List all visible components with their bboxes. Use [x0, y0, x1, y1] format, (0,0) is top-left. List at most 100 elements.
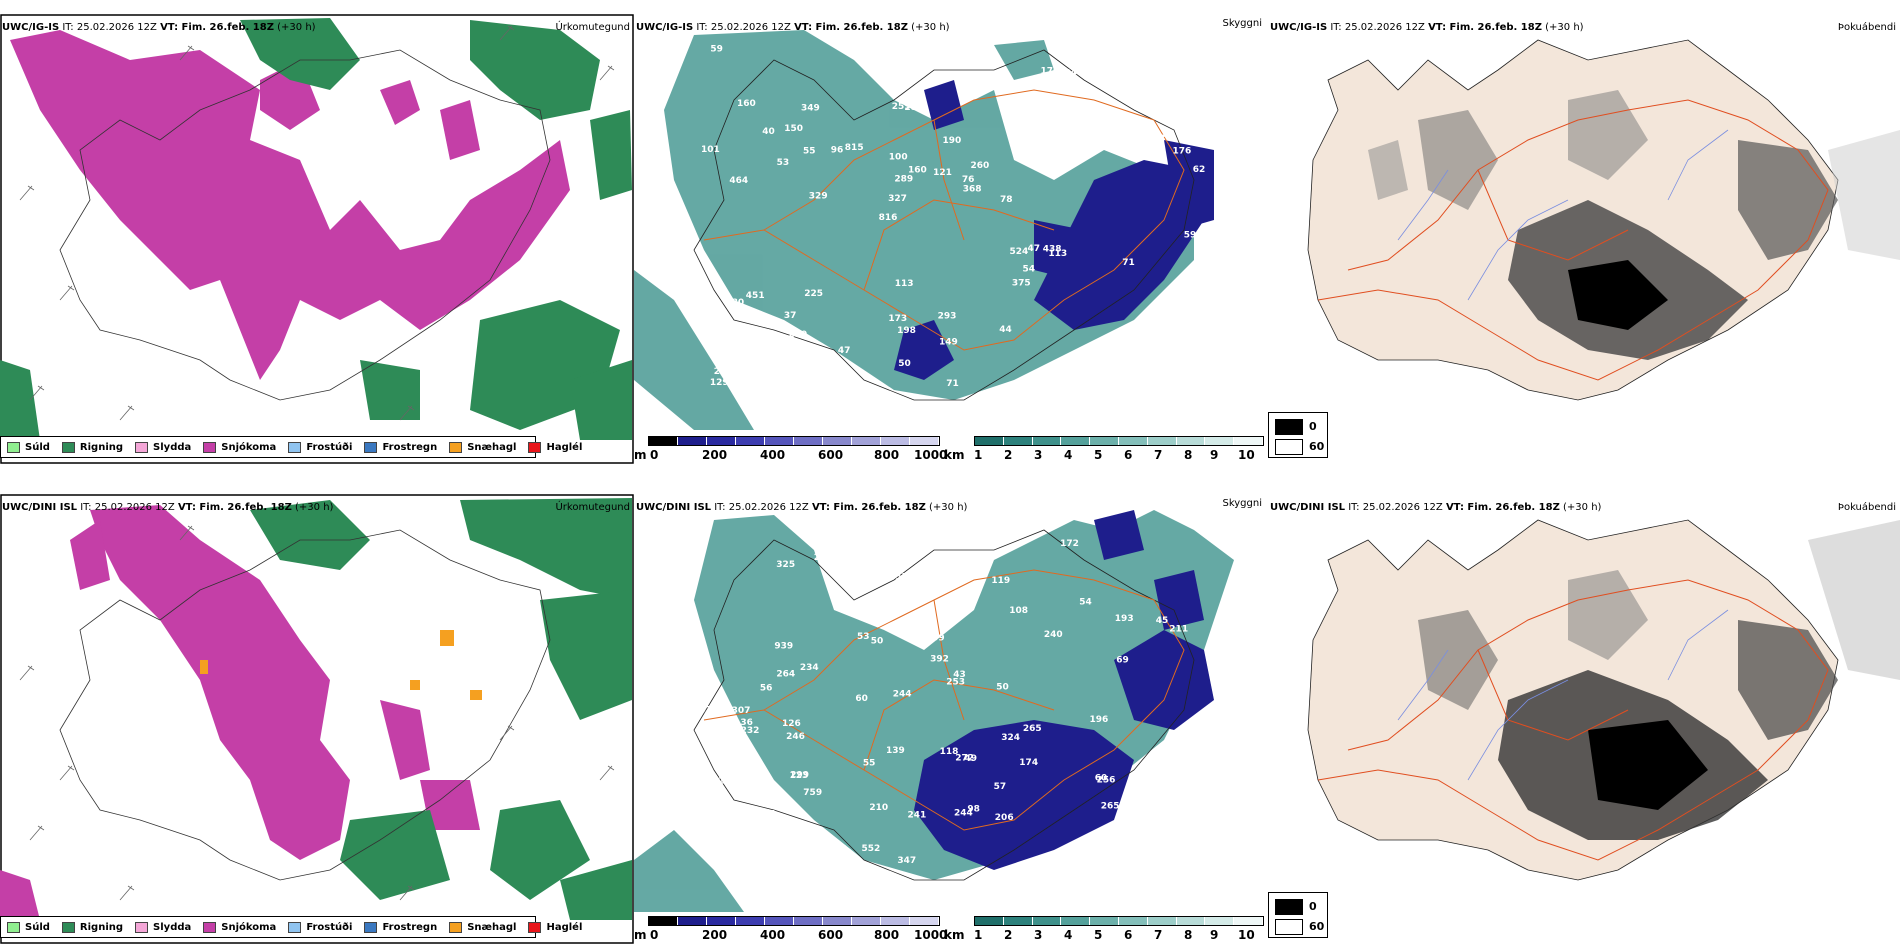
ceiling-tick: 800	[874, 928, 900, 942]
cloud-ceiling-label: 270	[788, 330, 807, 340]
cloud-ceiling-label: 59	[710, 44, 723, 54]
cloud-ceiling-label: 62	[1193, 165, 1206, 175]
cloud-ceiling-label: 47	[699, 705, 712, 715]
cloud-ceiling-label: 234	[800, 663, 819, 673]
fog-legend-value: 60	[1309, 440, 1325, 453]
cloud-ceiling-label: 329	[809, 191, 828, 201]
cloud-ceiling-label: 44	[981, 51, 994, 61]
fog-title: Þokuábendi	[1837, 22, 1896, 33]
cloud-ceiling-label: 688	[754, 366, 773, 376]
legend-swatch	[61, 441, 75, 453]
rivers	[1397, 129, 1729, 301]
cloud-ceiling-label: 52	[729, 335, 742, 345]
cloud-ceiling-label: 265	[1101, 801, 1120, 811]
cloud-ceiling-label: 44	[999, 325, 1012, 335]
visibility-tick: 1	[974, 448, 983, 462]
cloud-ceiling-label: 55	[863, 759, 876, 769]
cloud-ceiling-label: 193	[1147, 87, 1166, 97]
cloud-ceiling-label: 374	[1173, 285, 1192, 295]
cloud-ceiling-label: 60	[1095, 774, 1108, 784]
visibility-tick: 5	[1094, 448, 1103, 462]
legend-swatch	[135, 921, 149, 933]
lowcloud-area	[914, 510, 1214, 870]
legend-swatch	[61, 921, 75, 933]
cloud-header: UWC/DINI ISL IT: 25.02.2026 12Z VT: Fim.…	[636, 502, 968, 513]
cloud-title: Skyggni	[1222, 498, 1262, 509]
cloud-ceiling-label: 238	[753, 384, 772, 394]
cloud-ceiling-label: 106	[940, 560, 959, 570]
wind-barbs	[19, 25, 615, 421]
fog-title: Þokuábendi	[1837, 502, 1896, 513]
legend-item: Súld	[7, 441, 50, 453]
cloud-panel-igis: 876 464 193 816 302 688 259 190 451 815 273 270 288 2…	[634, 0, 1268, 468]
rivers	[1397, 609, 1729, 781]
cloud-ceiling-label: 129	[710, 378, 729, 388]
cloud-ceiling-label: 315	[1132, 322, 1151, 332]
cloud-ceiling-label: 240	[1044, 630, 1063, 640]
ceiling-colorbar: m 0 200 400 600 800 1000	[634, 436, 947, 462]
legend-item: Haglél	[528, 921, 582, 933]
legend-swatch	[203, 921, 217, 933]
cloud-ceiling-label: 80	[732, 298, 745, 308]
fog-header: UWC/DINI ISL IT: 25.02.2026 12Z VT: Fim.…	[1270, 502, 1602, 513]
cloud-ceiling-label: 69	[1116, 655, 1129, 665]
cloud-ceiling-label: 190	[943, 136, 962, 146]
cloud-ceiling-label: 375	[1012, 279, 1031, 289]
ice-pellets	[200, 630, 482, 700]
cloud-ceiling-label: 198	[897, 326, 916, 336]
cloud-ceiling-label: 119	[991, 576, 1010, 586]
road-network	[1317, 99, 1829, 381]
cloud-ceiling-label: 244	[893, 689, 912, 699]
cloud-map-igis: 876 464 193 816 302 688 259 190 451 815 273 270 288 2…	[634, 30, 1214, 430]
cloud-ceiling-label: 552	[862, 844, 881, 854]
cloud-ceiling-label: 211	[1169, 625, 1188, 635]
fog-shading	[1368, 90, 1900, 360]
legend-item: Haglél	[528, 441, 582, 453]
cloud-ceiling-label: 50	[871, 636, 884, 646]
cloud-ceiling-label: 196	[1090, 715, 1109, 725]
cloud-ceiling-label: 54	[1064, 68, 1077, 78]
ceiling-tick: 600	[818, 928, 844, 942]
cloud-ceiling-label: 54	[1079, 597, 1092, 607]
cloud-ceiling-label: 174	[1019, 758, 1038, 768]
visibility-tick: 6	[1124, 928, 1133, 942]
cloud-ceiling-label: 259	[892, 102, 911, 112]
cloud-ceiling-label: 260	[971, 161, 990, 171]
fog-legend-value: 0	[1309, 420, 1317, 433]
cloud-ceiling-label: 96	[894, 52, 907, 62]
ceiling-tick: 0	[650, 448, 659, 462]
island-outline	[59, 49, 551, 401]
ceiling-tick: 600	[818, 448, 844, 462]
cloud-ceiling-label: 59	[1184, 231, 1197, 241]
cloud-ceiling-label: 150	[784, 124, 803, 134]
legend-item: Frostúði	[288, 441, 352, 453]
island-outline	[59, 529, 551, 881]
legend-swatch	[288, 441, 302, 453]
visibility-colorbar: km 1 2 3 4 5 6 7 8 9 10	[944, 916, 1268, 942]
wind-barbs	[19, 525, 615, 901]
cloud-title: Skyggni	[1222, 18, 1262, 29]
cloud-ceiling-label: 327	[888, 194, 907, 204]
cloud-ceiling-label: 126	[782, 719, 801, 729]
legend-item: Rigning	[61, 441, 123, 453]
precip-header: UWC/IG-IS IT: 25.02.2026 12Z VT: Fim. 26…	[2, 22, 316, 33]
cloud-ceiling-label: 299	[790, 770, 809, 780]
cloud-ceiling-label: 78	[1000, 195, 1013, 205]
island-outline	[693, 49, 1195, 401]
cloud-ceiling-label: 160	[737, 99, 756, 109]
legend-item: Snæhagl	[449, 441, 516, 453]
visibility-tick: 7	[1154, 448, 1163, 462]
cloud-ceiling-label: 56	[760, 684, 773, 694]
precip-map-igis	[0, 14, 634, 464]
visibility-tick: 4	[1064, 928, 1073, 942]
cloud-ceiling-label: 759	[803, 788, 822, 798]
legend-item: Slydda	[135, 921, 191, 933]
cloud-ceiling-label: 55	[803, 146, 816, 156]
legend-swatch	[449, 441, 463, 453]
visibility-unit: km	[944, 928, 965, 942]
cloud-ceiling-label: 289	[894, 174, 913, 184]
ceiling-tick: 800	[874, 448, 900, 462]
fog-legend-value: 0	[1309, 900, 1317, 913]
legend-swatch	[203, 441, 217, 453]
cloud-ceiling-label: 241	[908, 811, 927, 821]
